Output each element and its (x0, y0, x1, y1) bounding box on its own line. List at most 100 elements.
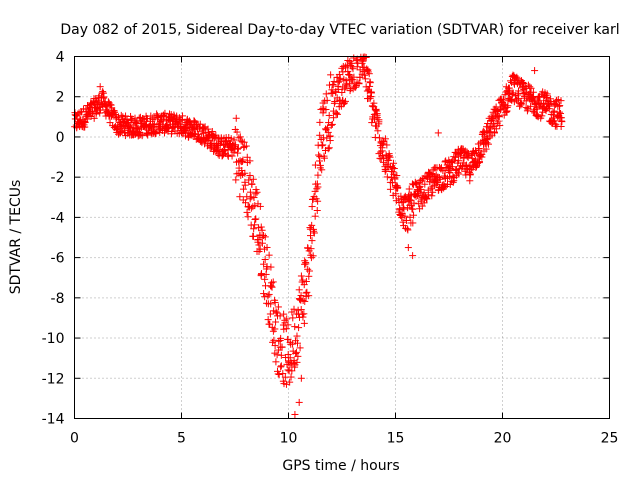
data-point (300, 319, 308, 327)
data-point (289, 340, 297, 348)
data-point (386, 185, 394, 193)
data-point (244, 213, 252, 221)
data-point (305, 272, 313, 280)
data-point (246, 171, 254, 179)
data-point (381, 135, 389, 143)
data-point (288, 367, 296, 375)
data-point (258, 270, 266, 278)
data-point (380, 155, 388, 163)
data-point (517, 98, 525, 106)
data-point (263, 299, 271, 307)
data-point (555, 108, 563, 116)
data-point (327, 121, 335, 129)
data-point (248, 180, 256, 188)
data-point (342, 83, 350, 91)
data-point (529, 108, 537, 116)
x-tick-labels: 0 5 10 15 20 25 (70, 431, 618, 447)
data-point (307, 254, 315, 262)
data-point (304, 265, 312, 273)
data-point (232, 141, 240, 149)
data-point (329, 81, 337, 89)
data-point (363, 65, 371, 73)
data-point (266, 310, 274, 318)
data-point (383, 141, 391, 149)
data-point (261, 256, 269, 264)
data-point (159, 111, 167, 119)
data-point (366, 79, 374, 87)
data-point (550, 107, 558, 115)
data-point (278, 343, 286, 351)
data-point (241, 169, 249, 177)
data-point (334, 110, 342, 118)
y-axis-title: SDTVAR / TECUs (8, 180, 24, 295)
y-tick-label: -14 (42, 412, 65, 428)
data-point (293, 358, 301, 366)
data-point (263, 243, 271, 251)
data-point (375, 134, 383, 142)
data-point (320, 154, 328, 162)
plot-frame (74, 56, 610, 419)
data-point (214, 141, 222, 149)
data-point (517, 100, 525, 108)
data-point (315, 151, 323, 159)
data-point (296, 296, 304, 304)
data-point (372, 105, 380, 113)
data-point (390, 165, 398, 173)
data-point (107, 101, 115, 109)
data-point (253, 188, 261, 196)
data-point (117, 111, 125, 119)
data-point (322, 106, 330, 114)
data-point (302, 259, 310, 267)
data-point (280, 310, 288, 318)
data-point (409, 205, 417, 213)
data-point (290, 305, 298, 313)
data-point (332, 109, 340, 117)
data-point (394, 184, 402, 192)
data-point (237, 171, 245, 179)
data-point (436, 175, 444, 183)
data-point (158, 116, 166, 124)
data-point (236, 193, 244, 201)
data-point (309, 252, 317, 260)
data-point (349, 65, 357, 73)
data-point (385, 163, 393, 171)
data-point (270, 336, 278, 344)
data-point (557, 97, 565, 105)
data-point (316, 118, 324, 126)
data-point (291, 323, 299, 331)
data-point (328, 86, 336, 94)
data-point (291, 410, 299, 418)
data-point (81, 119, 89, 127)
data-point (144, 131, 152, 139)
data-point (301, 257, 309, 265)
data-point (194, 130, 202, 138)
data-point (183, 125, 191, 133)
data-point (247, 193, 255, 201)
data-point (138, 132, 146, 140)
data-point (132, 119, 140, 127)
data-point (260, 260, 268, 268)
data-point (328, 120, 336, 128)
data-point (230, 136, 238, 144)
data-point (277, 362, 285, 370)
data-point (274, 303, 282, 311)
data-point (475, 144, 483, 152)
data-point (277, 363, 285, 371)
data-point (297, 306, 305, 314)
data-point (410, 211, 418, 219)
data-point (374, 127, 382, 135)
data-point (238, 157, 246, 165)
data-point (529, 94, 537, 102)
data-point (410, 199, 418, 207)
data-point (494, 117, 502, 125)
x-tick-label: 20 (494, 431, 512, 447)
data-point (316, 161, 324, 169)
data-point (386, 153, 394, 161)
data-point (261, 293, 269, 301)
data-point (311, 212, 319, 220)
data-point (96, 83, 104, 91)
data-point (434, 129, 442, 137)
data-point (420, 199, 428, 207)
data-point (299, 276, 307, 284)
data-point (323, 96, 331, 104)
